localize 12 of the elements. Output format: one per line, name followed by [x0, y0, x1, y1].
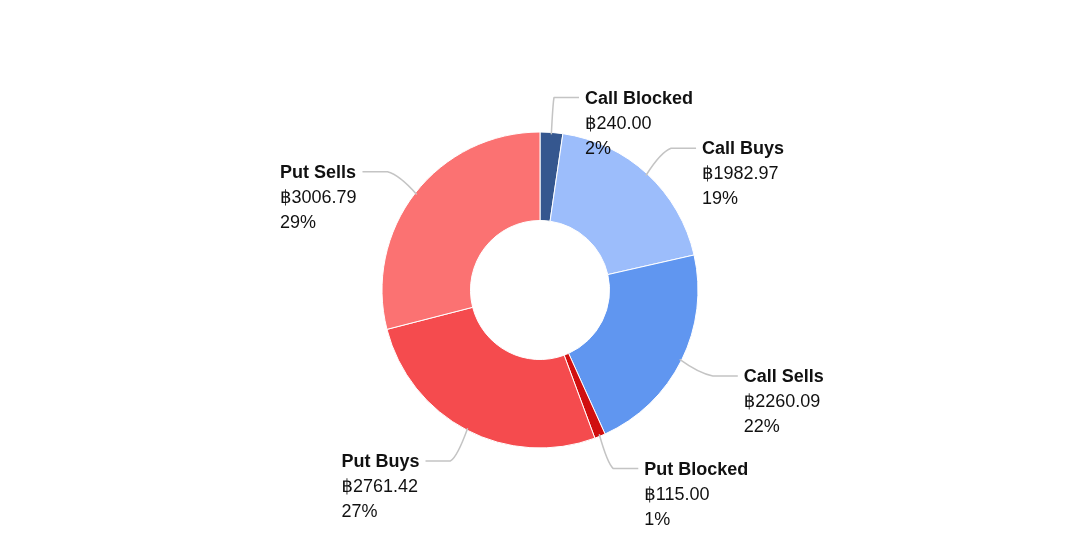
slice-label: Put Sells [279, 161, 356, 182]
slice-label: Put Buys [341, 450, 420, 471]
slice-label: Put Blocked [644, 458, 749, 479]
data-label: ฿2260.09 22% [743, 390, 821, 436]
data-label: ฿240.00 2% [585, 112, 652, 158]
slice-label: Call Blocked [585, 87, 694, 108]
data-label: ฿1982.97 19% [702, 163, 779, 209]
slice-label: Call Buys [702, 138, 785, 159]
slice-label: Call Sells [743, 365, 824, 386]
data-label: ฿3006.79 29% [279, 186, 357, 232]
data-label: ฿2761.42 27% [341, 475, 419, 521]
data-label: ฿115.00 1% [644, 483, 710, 529]
